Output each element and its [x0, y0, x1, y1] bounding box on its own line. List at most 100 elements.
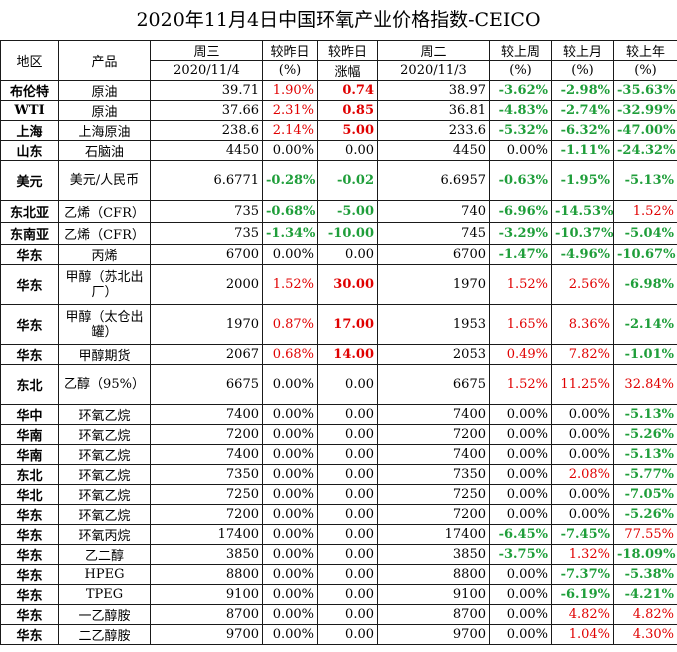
cell-chg-week: 0.00% — [489, 504, 552, 525]
cell-region: 东北亚 — [0, 200, 59, 223]
cell-tue-price: 8800 — [377, 564, 490, 585]
cell-chg-day-pct: -0.28% — [262, 160, 318, 201]
cell-chg-day-amt: 0.00 — [317, 464, 378, 485]
cell-product: 石脑油 — [58, 140, 151, 161]
cell-wed-price: 2000 — [150, 264, 263, 305]
cell-wed-price: 238.6 — [150, 120, 263, 141]
cell-chg-year: -2.14% — [613, 304, 677, 345]
cell-tue-price: 7350 — [377, 464, 490, 485]
table-row: WTI 原油 37.66 2.31% 0.85 36.81 -4.83% -2.74% -32.… — [0, 100, 677, 121]
cell-chg-day-pct: 0.00% — [262, 604, 318, 625]
table-row: 东北 乙醇（95%） 6675 0.00% 0.00 6675 1.52% 11.25% 32.… — [0, 364, 677, 405]
table-row: 华东 环氧乙烷 7200 0.00% 0.00 7200 0.00% 0.00% -5.26% — [0, 504, 677, 525]
cell-chg-month: 7.82% — [551, 344, 614, 365]
cell-chg-day-pct: 0.00% — [262, 464, 318, 485]
cell-region: 上海 — [0, 120, 59, 141]
cell-chg-day-pct: -0.68% — [262, 200, 318, 223]
cell-chg-year: -5.26% — [613, 424, 677, 445]
cell-wed-price: 9700 — [150, 624, 263, 645]
cell-chg-year: -18.09% — [613, 544, 677, 565]
cell-region: 华东 — [0, 624, 59, 645]
cell-chg-day-amt: -0.02 — [317, 160, 378, 201]
cell-tue-price: 6675 — [377, 364, 490, 405]
page-title: 2020年11月4日中国环氧产业价格指数-CEICO — [136, 9, 541, 31]
cell-tue-price: 740 — [377, 200, 490, 223]
cell-tue-price: 7400 — [377, 404, 490, 425]
table-row: 美元 美元/人民币 6.6771 -0.28% -0.02 6.6957 -0.63% -1.… — [0, 160, 677, 201]
header-chg-month-unit: (%) — [551, 60, 614, 81]
cell-chg-week: -1.47% — [489, 244, 552, 265]
cell-wed-price: 3850 — [150, 544, 263, 565]
cell-wed-price: 6675 — [150, 364, 263, 405]
cell-chg-month: -6.19% — [551, 584, 614, 605]
cell-wed-price: 735 — [150, 200, 263, 223]
cell-chg-year: -47.00% — [613, 120, 677, 141]
cell-product: 环氧乙烷 — [58, 424, 151, 445]
cell-product: 乙烯（CFR） — [58, 200, 151, 223]
cell-tue-price: 745 — [377, 222, 490, 245]
cell-chg-month: -6.32% — [551, 120, 614, 141]
cell-chg-year: -32.99% — [613, 100, 677, 121]
cell-tue-price: 7200 — [377, 504, 490, 525]
cell-wed-price: 37.66 — [150, 100, 263, 121]
cell-product: 环氧丙烷 — [58, 524, 151, 545]
table-row: 华东 二乙醇胺 9700 0.00% 0.00 9700 0.00% 1.04% 4.30% — [0, 624, 677, 645]
cell-chg-day-pct: 2.31% — [262, 100, 318, 121]
cell-chg-day-pct: 0.00% — [262, 504, 318, 525]
cell-tue-price: 17400 — [377, 524, 490, 545]
cell-chg-day-amt: 0.00 — [317, 624, 378, 645]
cell-chg-month: -1.11% — [551, 140, 614, 161]
cell-chg-week: 0.00% — [489, 564, 552, 585]
cell-chg-year: -35.63% — [613, 80, 677, 101]
cell-wed-price: 8700 — [150, 604, 263, 625]
cell-region: WTI — [0, 100, 59, 121]
cell-chg-month: -1.95% — [551, 160, 614, 201]
cell-tue-price: 3850 — [377, 544, 490, 565]
cell-region: 华南 — [0, 424, 59, 445]
cell-chg-year: -5.13% — [613, 404, 677, 425]
cell-tue-price: 2053 — [377, 344, 490, 365]
cell-tue-price: 7200 — [377, 424, 490, 445]
cell-chg-day-pct: 0.00% — [262, 564, 318, 585]
cell-tue-price: 1953 — [377, 304, 490, 345]
header-row-2: 2020/11/4 (%) 涨幅 2020/11/3 (%) (%) (%) — [1, 60, 677, 81]
table-row: 东南亚 乙烯（CFR） 735 -1.34% -10.00 745 -3.29% -10.37… — [0, 222, 677, 245]
cell-chg-month: -10.37% — [551, 222, 614, 245]
cell-tue-price: 7250 — [377, 484, 490, 505]
header-row-1: 地区 产品 周三 较昨日 较昨日 周二 较上周 较上月 较上年 — [0, 40, 677, 81]
cell-chg-day-pct: 0.00% — [262, 584, 318, 605]
cell-chg-year: -5.13% — [613, 160, 677, 201]
cell-chg-day-pct: 2.14% — [262, 120, 318, 141]
header-region: 地区 — [0, 40, 59, 81]
cell-chg-day-amt: 0.00 — [317, 404, 378, 425]
header-chg-year: 较上年 — [613, 40, 677, 61]
cell-chg-month: 11.25% — [551, 364, 614, 405]
cell-chg-day-amt: 0.00 — [317, 140, 378, 161]
cell-product: 上海原油 — [58, 120, 151, 141]
table-row: 华东 一乙醇胺 8700 0.00% 0.00 8700 0.00% 4.82% 4.82% — [0, 604, 677, 625]
cell-region: 东南亚 — [0, 222, 59, 245]
cell-region: 东北 — [0, 464, 59, 485]
cell-chg-month: 1.32% — [551, 544, 614, 565]
cell-wed-price: 735 — [150, 222, 263, 245]
header-tue: 周二 — [377, 40, 490, 61]
table-row: 华中 环氧乙烷 7400 0.00% 0.00 7400 0.00% 0.00% -5.13% — [0, 404, 677, 425]
cell-chg-month: 0.00% — [551, 504, 614, 525]
cell-chg-month: -7.37% — [551, 564, 614, 585]
header-chg-week-unit: (%) — [489, 60, 552, 81]
cell-product: 乙烯（CFR） — [58, 222, 151, 245]
cell-chg-day-pct: 0.00% — [262, 424, 318, 445]
cell-region: 华东 — [0, 244, 59, 265]
cell-wed-price: 7200 — [150, 504, 263, 525]
cell-chg-week: 0.49% — [489, 344, 552, 365]
cell-chg-month: -2.74% — [551, 100, 614, 121]
header-chg-day-amt-unit: 涨幅 — [317, 60, 378, 81]
cell-chg-day-pct: 0.00% — [262, 524, 318, 545]
cell-wed-price: 7400 — [150, 404, 263, 425]
cell-chg-year: 4.82% — [613, 604, 677, 625]
cell-wed-price: 7250 — [150, 484, 263, 505]
cell-chg-day-pct: 0.00% — [262, 140, 318, 161]
cell-chg-month: 2.56% — [551, 264, 614, 305]
header-chg-week: 较上周 — [489, 40, 552, 61]
cell-tue-price: 233.6 — [377, 120, 490, 141]
